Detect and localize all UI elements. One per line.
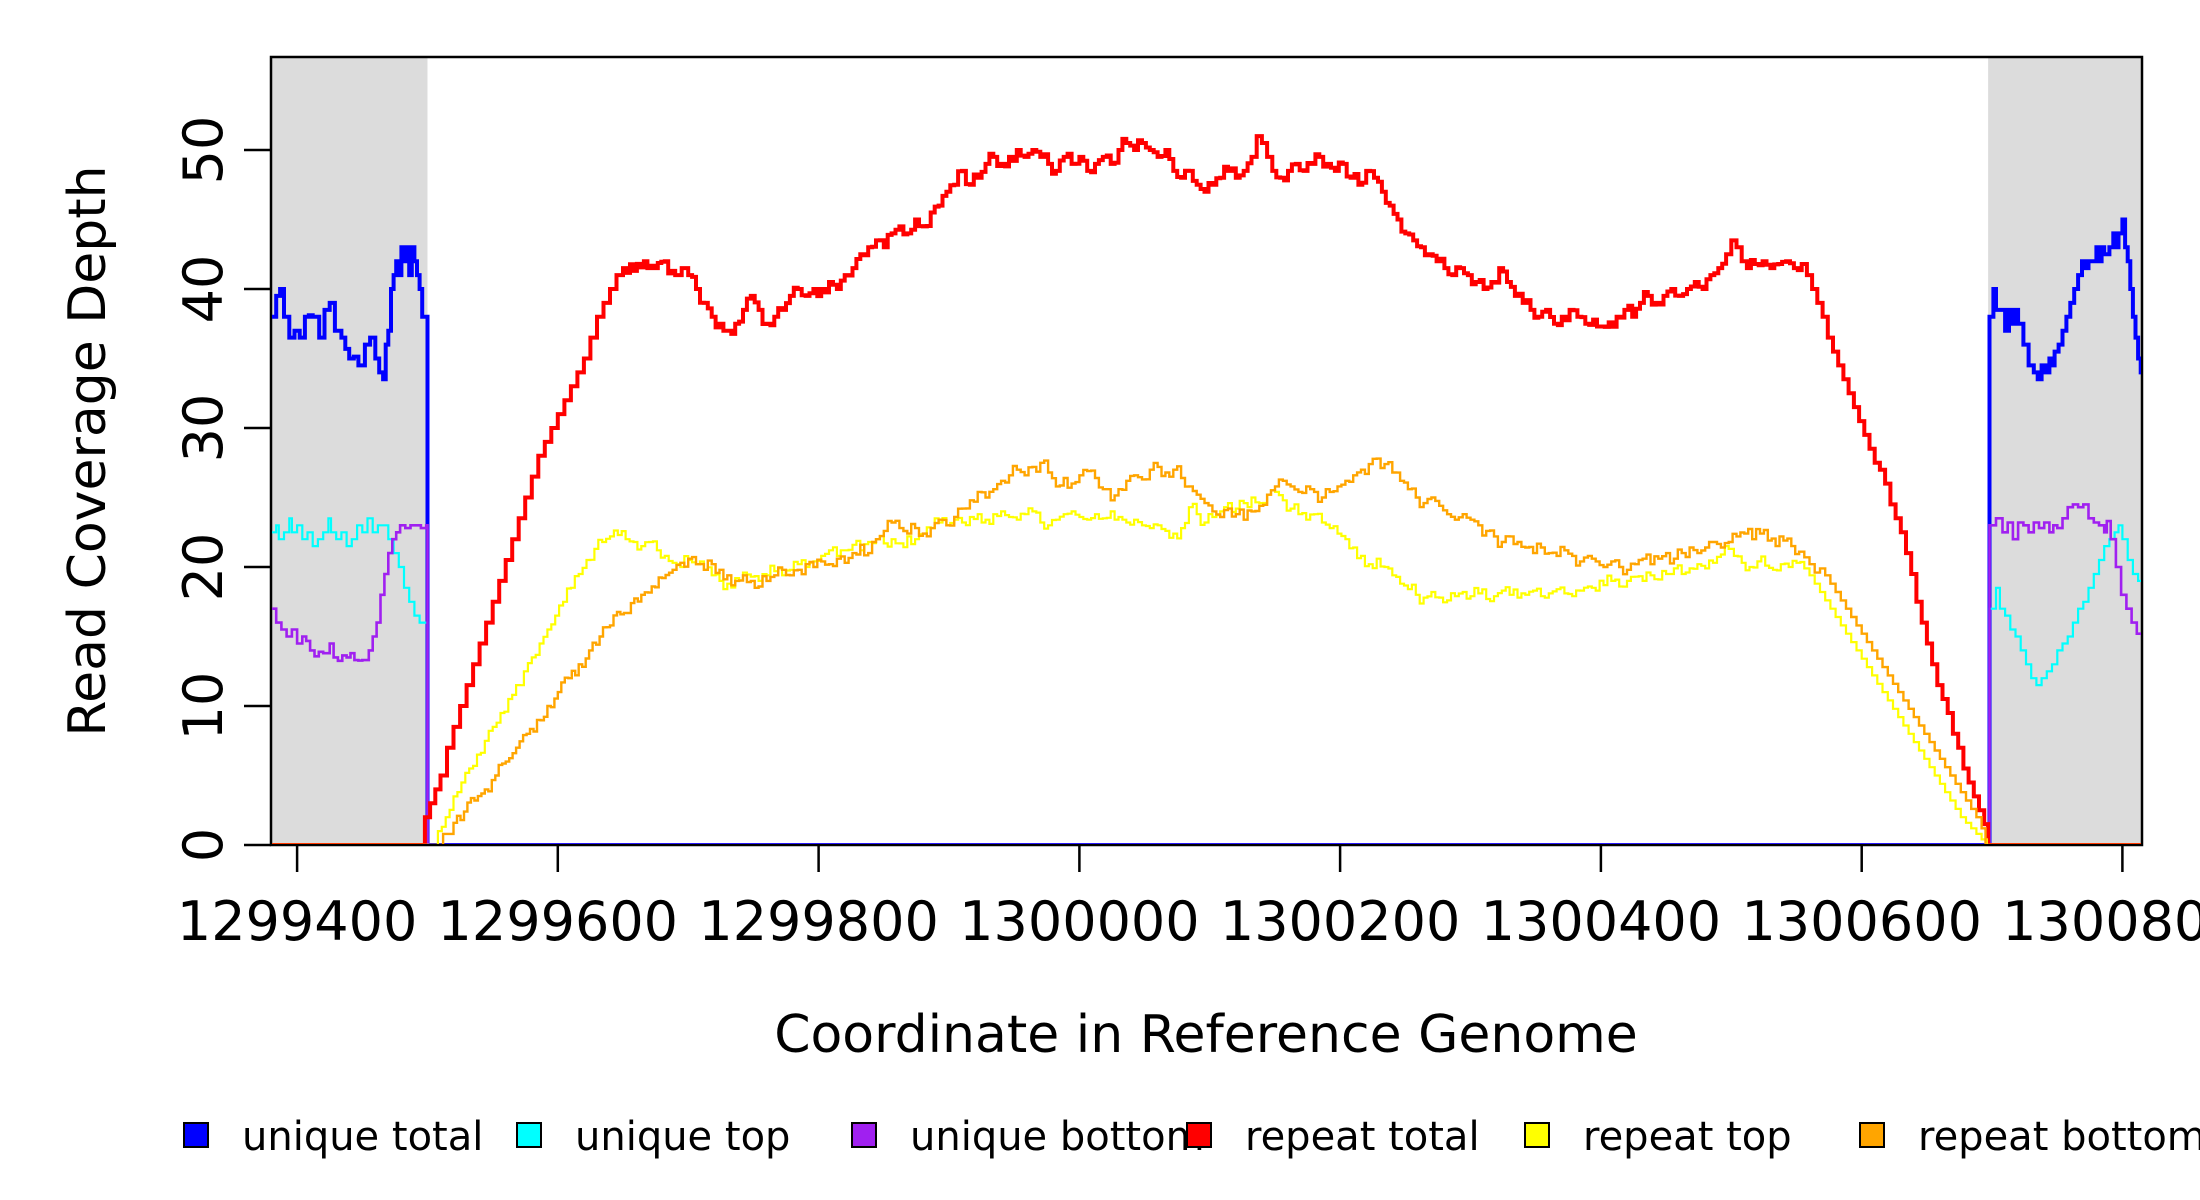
series-unique-top: [272, 517, 2141, 844]
legend-label: unique top: [575, 1114, 790, 1160]
legend-label: repeat bottom: [1918, 1114, 2200, 1160]
y-tick-label: 10: [172, 672, 235, 741]
x-tick-label: 1300400: [1481, 890, 1722, 953]
x-tick-label: 1300200: [1220, 890, 1461, 953]
shaded-regions: [271, 58, 2142, 844]
series-curves: [272, 134, 2141, 844]
legend-item-repeat-top: repeat top: [1524, 1114, 1792, 1160]
legend-item-unique-total: unique total: [183, 1114, 483, 1160]
series-unique-bottom: [272, 503, 2141, 844]
x-axis-title: Coordinate in Reference Genome: [774, 1005, 1638, 1065]
legend-item-repeat-bottom: repeat bottom: [1859, 1114, 2200, 1160]
shaded-region: [271, 58, 428, 844]
legend-item-repeat-total: repeat total: [1186, 1114, 1480, 1160]
legend-label: unique total: [242, 1114, 483, 1160]
legend-item-unique-top: unique top: [516, 1114, 790, 1160]
y-axis-ticks: 0 10 20 30 40 50: [172, 116, 271, 862]
x-tick-label: 1300600: [1741, 890, 1982, 953]
legend-label: repeat top: [1583, 1114, 1792, 1160]
legend-swatch: [1859, 1122, 1885, 1148]
series-repeat-bottom: [272, 457, 2141, 844]
plot-border: [269, 55, 2144, 847]
legend-swatch: [183, 1122, 209, 1148]
legend-label: unique bottom: [910, 1114, 1205, 1160]
y-tick-label: 40: [172, 255, 235, 324]
legend-label: repeat total: [1245, 1114, 1480, 1160]
legend-swatch: [851, 1122, 877, 1148]
x-axis-ticks: 1299400 1299600 1299800 1300000 1300200 13004…: [177, 845, 2200, 953]
y-tick-label: 20: [172, 533, 235, 602]
legend-swatch: [516, 1122, 542, 1148]
legend: unique total unique top unique bottom repea…: [183, 1114, 2200, 1160]
series-unique-total: [272, 217, 2141, 844]
legend-swatch: [1186, 1122, 1212, 1148]
x-tick-label: 1299800: [698, 890, 939, 953]
y-tick-label: 30: [172, 394, 235, 463]
x-tick-label: 1299600: [438, 890, 679, 953]
legend-item-unique-bottom: unique bottom: [851, 1114, 1205, 1160]
x-tick-label: 1300000: [959, 890, 1200, 953]
legend-swatch: [1524, 1122, 1550, 1148]
series-repeat-total: [272, 134, 2141, 844]
y-axis-title: Read Coverage Depth: [58, 165, 118, 736]
series-repeat-top: [272, 489, 2141, 844]
shaded-region: [1988, 58, 2142, 844]
y-tick-label: 0: [172, 828, 235, 862]
y-tick-label: 50: [172, 116, 235, 185]
x-tick-label: 1299400: [177, 890, 418, 953]
